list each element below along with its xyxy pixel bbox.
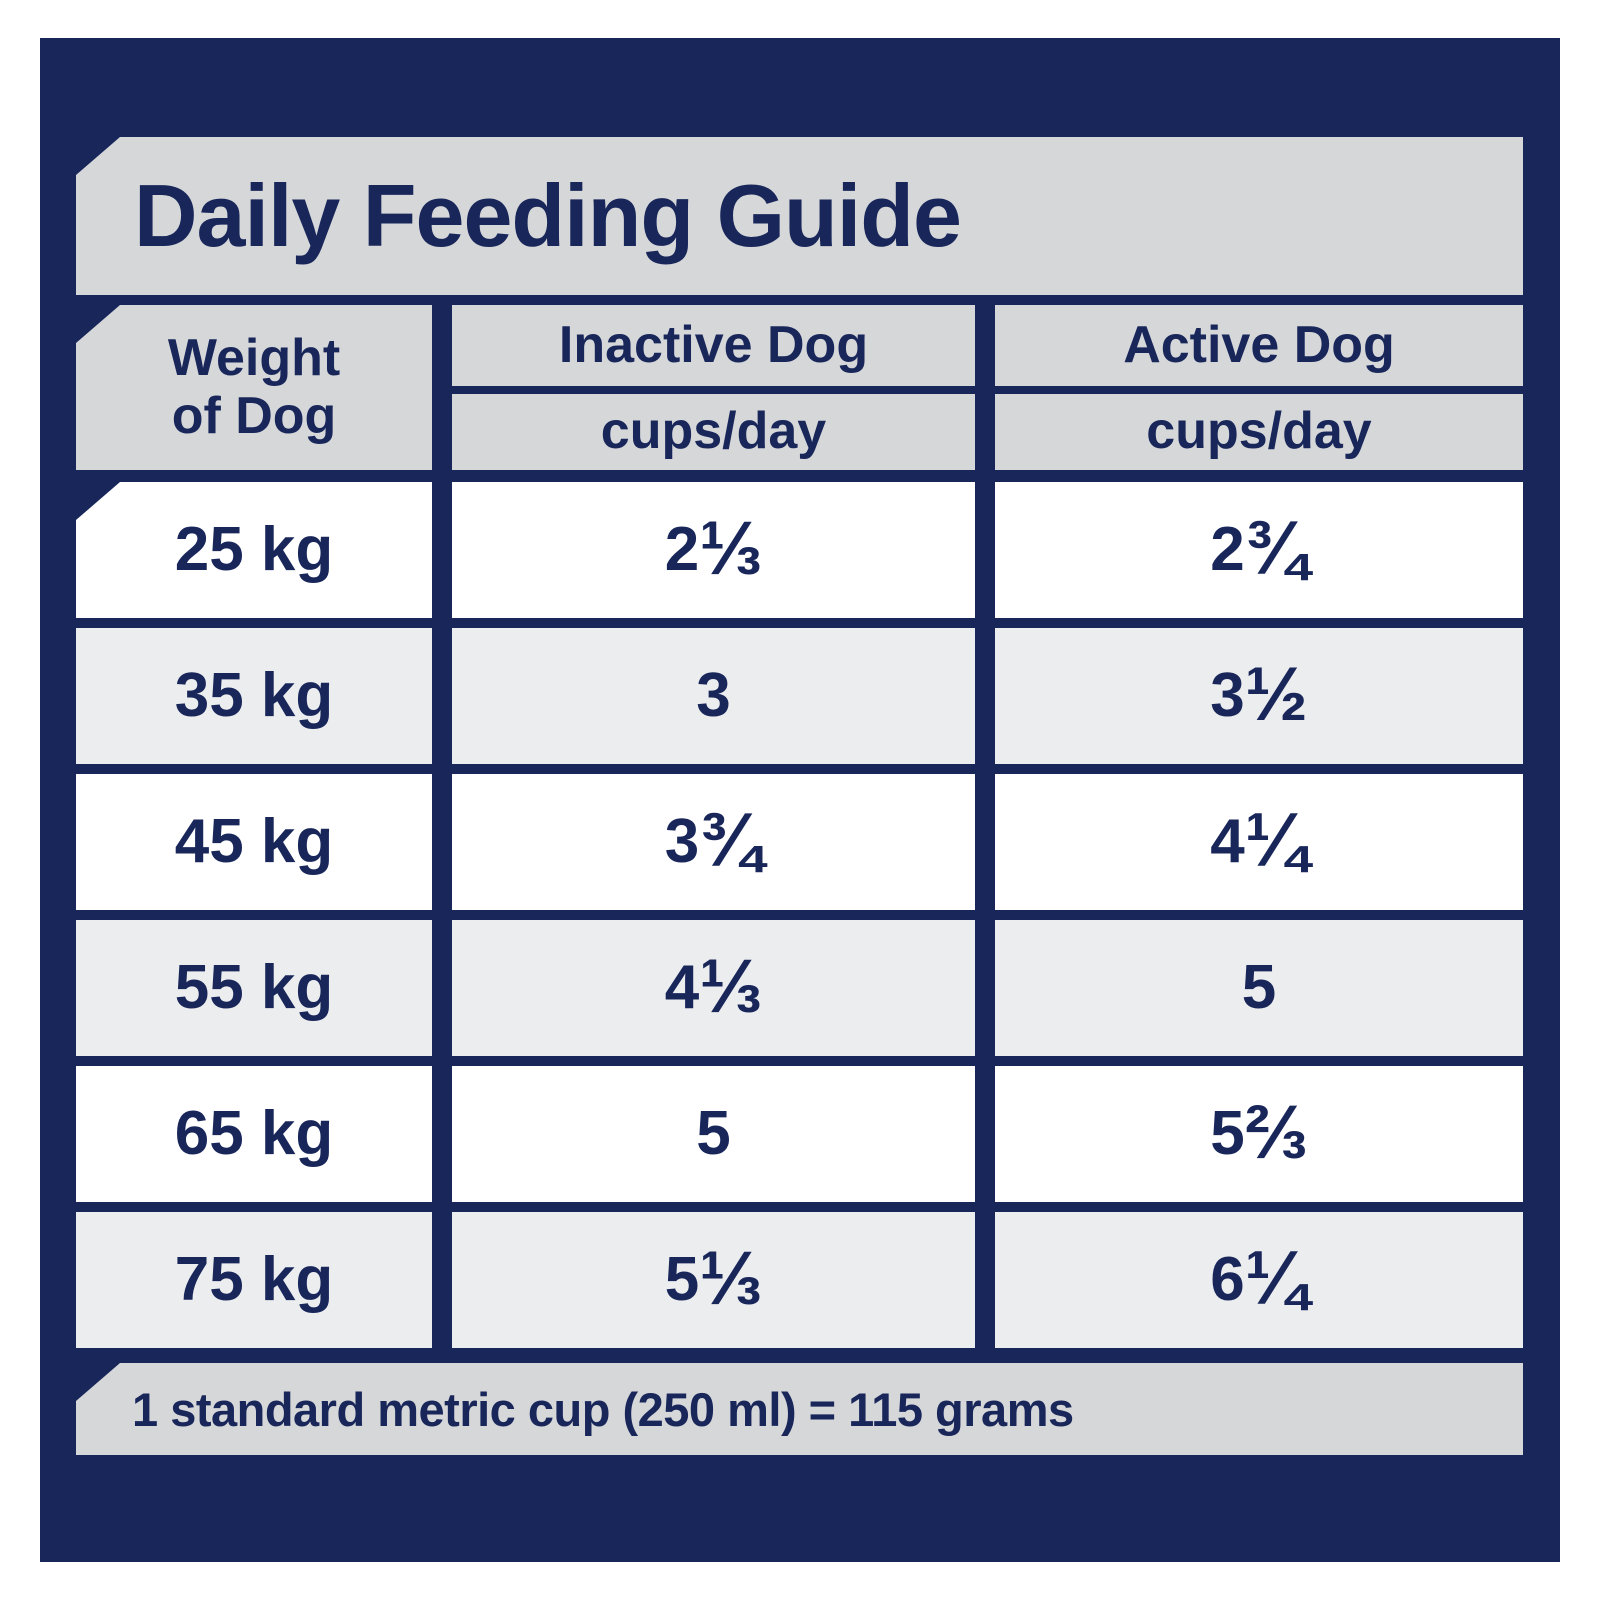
footnote-banner: 1 standard metric cup (250 ml) = 115 gra…: [76, 1363, 1523, 1455]
weight-cell: 25 kg: [76, 482, 432, 618]
header-weight-line1: Weight: [167, 329, 341, 388]
header-divider: [452, 386, 975, 394]
header-divider: [995, 386, 1523, 394]
table-header-row: Weight of Dog Inactive Dog cups/day Acti…: [76, 305, 1523, 470]
inactive-cups-cell: 2 ⅓: [452, 482, 975, 618]
title-banner: Daily Feeding Guide: [76, 137, 1523, 295]
header-inactive-dog-cell: Inactive Dog cups/day: [452, 305, 975, 470]
header-active-dog-unit: cups/day: [995, 394, 1523, 470]
inactive-cups-cell: 5: [452, 1066, 975, 1202]
active-cups-cell: 6 ¼: [995, 1212, 1523, 1348]
footnote: 1 standard metric cup (250 ml) = 115 gra…: [132, 1382, 1074, 1436]
table-row: 35 kg 3 3 ½: [76, 628, 1523, 764]
header-weight-line2: of Dog: [171, 386, 337, 445]
feeding-guide-content: Daily Feeding Guide Weight of Dog Inacti…: [76, 137, 1523, 1455]
weight-cell: 45 kg: [76, 774, 432, 910]
weight-cell: 35 kg: [76, 628, 432, 764]
header-inactive-dog-unit: cups/day: [452, 394, 975, 470]
header-active-dog-cell: Active Dog cups/day: [995, 305, 1523, 470]
inactive-cups-cell: 4 ⅓: [452, 920, 975, 1056]
page-title: Daily Feeding Guide: [134, 166, 962, 265]
inactive-cups-cell: 5 ⅓: [452, 1212, 975, 1348]
active-cups-cell: 5: [995, 920, 1523, 1056]
weight-cell: 55 kg: [76, 920, 432, 1056]
active-cups-cell: 5 ⅔: [995, 1066, 1523, 1202]
table-row: 65 kg 5 5 ⅔: [76, 1066, 1523, 1202]
active-cups-cell: 3 ½: [995, 628, 1523, 764]
header-inactive-dog-label: Inactive Dog: [452, 305, 975, 386]
header-weight-of-dog: Weight of Dog: [76, 305, 432, 470]
weight-cell: 65 kg: [76, 1066, 432, 1202]
active-cups-cell: 4 ¼: [995, 774, 1523, 910]
weight-cell: 75 kg: [76, 1212, 432, 1348]
header-active-dog-label: Active Dog: [995, 305, 1523, 386]
feeding-guide-panel: Daily Feeding Guide Weight of Dog Inacti…: [40, 38, 1560, 1562]
inactive-cups-cell: 3 ¾: [452, 774, 975, 910]
inactive-cups-cell: 3: [452, 628, 975, 764]
active-cups-cell: 2 ¾: [995, 482, 1523, 618]
